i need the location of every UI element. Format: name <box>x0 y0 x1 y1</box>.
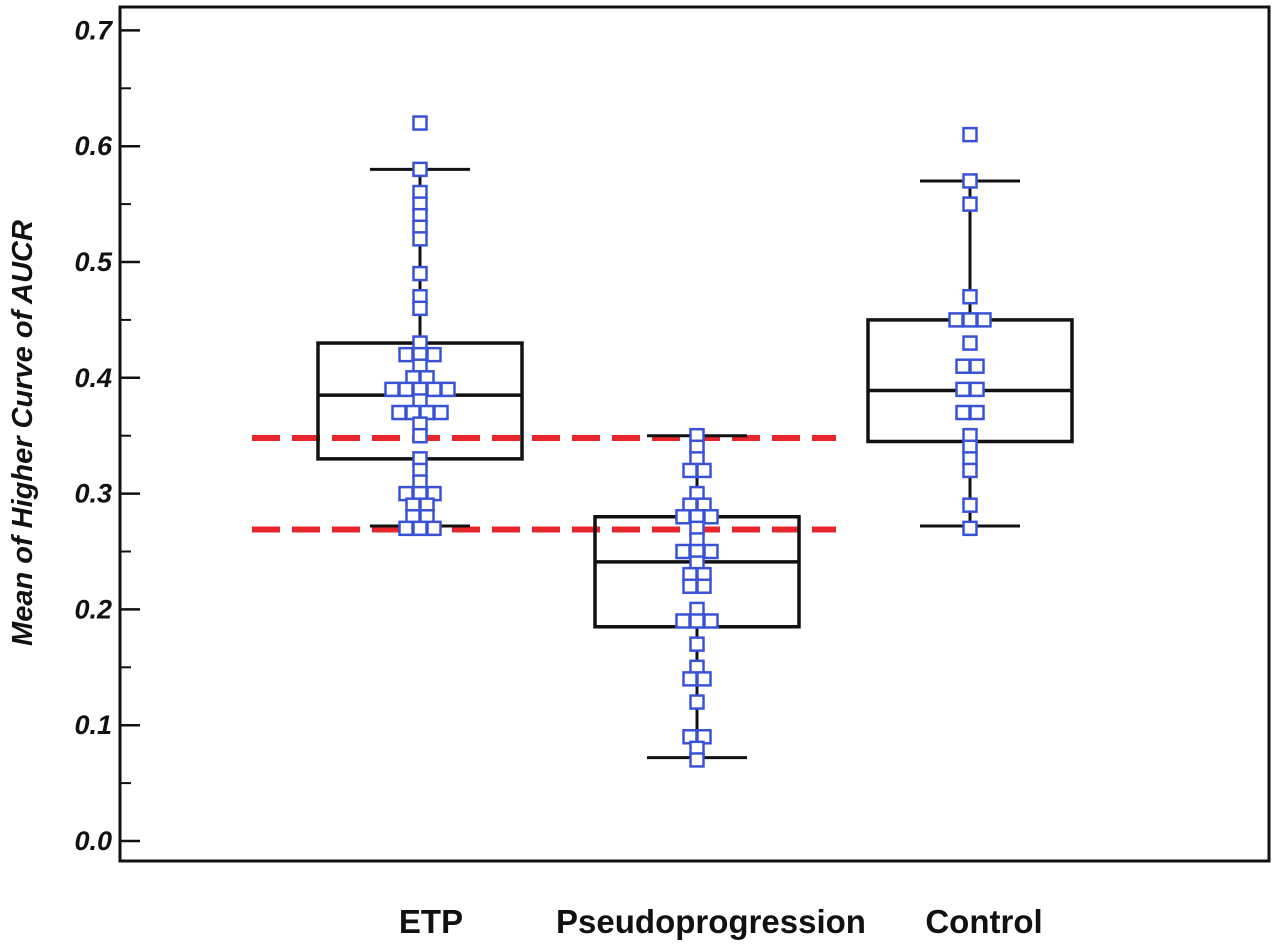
data-point <box>962 335 978 351</box>
data-point <box>962 126 978 143</box>
x-category-label: Pseudoprogression <box>556 903 866 940</box>
data-point <box>696 462 712 479</box>
data-point <box>955 358 971 374</box>
data-point <box>696 578 712 594</box>
y-tick-label: 0.5 <box>74 247 113 277</box>
data-point <box>969 381 985 398</box>
data-point <box>703 509 719 525</box>
data-point <box>682 578 698 594</box>
data-point <box>682 462 698 479</box>
data-point <box>412 161 428 178</box>
data-point <box>412 520 428 537</box>
data-point <box>962 497 978 513</box>
plot-frame <box>118 5 1271 863</box>
data-point <box>962 173 978 189</box>
y-tick-label: 0.7 <box>74 15 114 45</box>
x-axis: ETP Pseudoprogression Control <box>399 903 1043 940</box>
data-point <box>675 509 691 525</box>
data-point <box>962 196 978 212</box>
data-point <box>398 381 414 398</box>
data-point <box>976 312 992 328</box>
data-point <box>426 520 442 537</box>
data-point <box>962 462 978 479</box>
y-tick-label: 0.1 <box>74 710 112 740</box>
data-point <box>969 404 985 421</box>
data-point <box>412 427 428 444</box>
data-point <box>703 613 719 629</box>
reference-lines <box>252 435 836 533</box>
data-point <box>440 381 456 398</box>
y-tick-label: 0.3 <box>74 479 112 509</box>
data-point <box>433 404 449 421</box>
data-point <box>962 312 978 328</box>
data-point <box>412 300 428 317</box>
x-category-label: ETP <box>399 903 463 940</box>
y-tick-label: 0.4 <box>74 363 112 393</box>
data-point <box>955 381 971 398</box>
data-point <box>689 613 705 629</box>
data-point <box>689 694 705 710</box>
data-point <box>398 346 414 363</box>
y-tick-label: 0.6 <box>74 131 113 161</box>
data-point <box>412 115 428 131</box>
data-point <box>412 231 428 247</box>
data-point <box>969 358 985 374</box>
data-point <box>962 520 978 537</box>
data-point <box>384 381 400 398</box>
data-point <box>426 346 442 363</box>
x-category-label: Control <box>925 903 1042 940</box>
data-point <box>675 613 691 629</box>
y-tick-label: 0.0 <box>74 826 112 856</box>
data-points <box>384 115 992 768</box>
y-axis-title: Mean of Higher Curve of AUCR <box>7 220 39 646</box>
data-point <box>696 671 712 687</box>
data-point <box>955 404 971 421</box>
data-point <box>948 312 964 328</box>
data-point <box>426 381 442 398</box>
data-point <box>962 288 978 305</box>
data-point <box>391 404 407 421</box>
data-point <box>398 520 414 537</box>
data-point <box>703 543 719 560</box>
y-tick-label: 0.2 <box>74 594 112 624</box>
data-point <box>689 752 705 768</box>
data-point <box>412 265 428 282</box>
data-point <box>689 636 705 652</box>
data-point <box>682 671 698 687</box>
y-axis: 0.0 0.1 0.2 0.3 0.4 0.5 0.6 0.7 <box>74 15 140 856</box>
data-point <box>675 543 691 560</box>
